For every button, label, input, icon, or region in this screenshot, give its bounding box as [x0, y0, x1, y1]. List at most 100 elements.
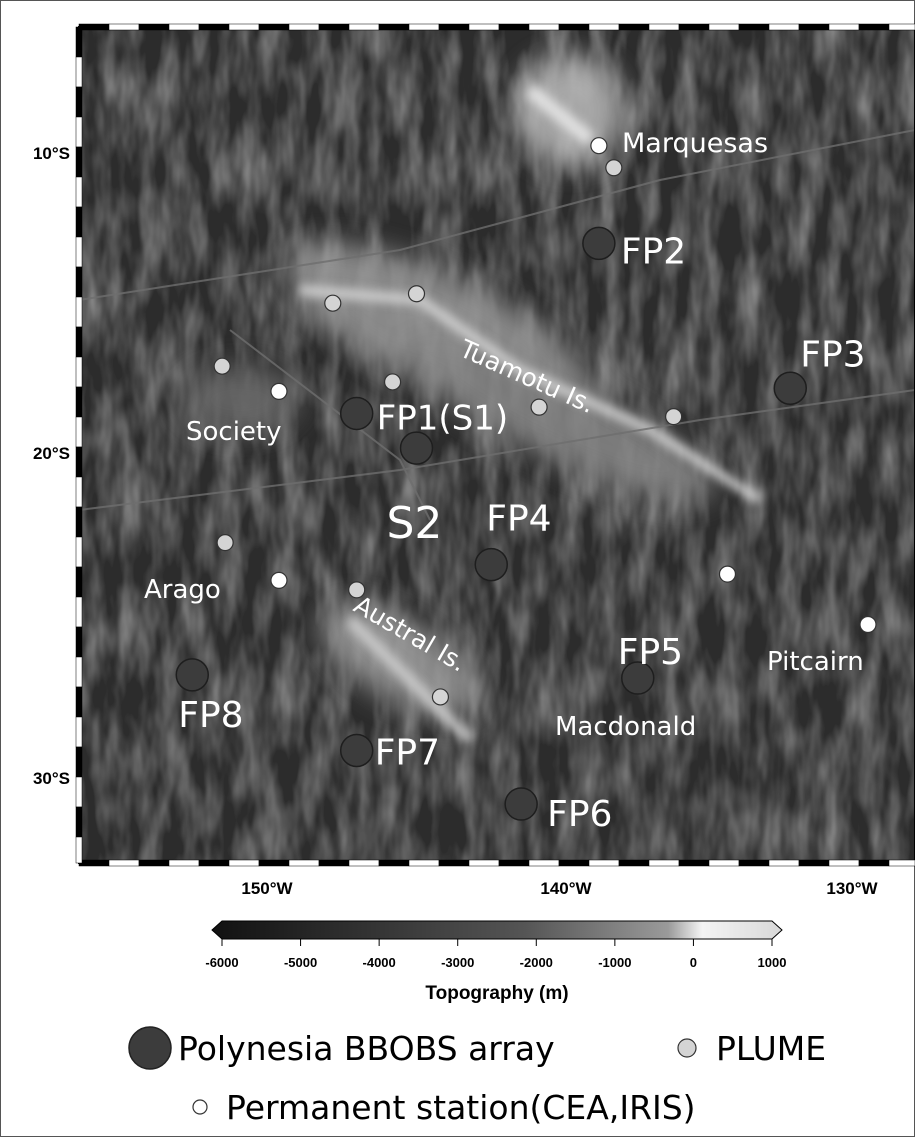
- border-tick-bottom: [888, 859, 915, 867]
- permanent-station-marker: [859, 615, 877, 634]
- plume-station-marker: [530, 398, 548, 416]
- border-tick-bottom: [768, 859, 800, 867]
- map-border: [75, 23, 915, 867]
- bathymetry-map: [79, 27, 915, 863]
- lon-label-140w: 140°W: [540, 879, 592, 898]
- border-tick-bottom: [168, 859, 200, 867]
- border-tick-left: [75, 386, 83, 418]
- plume-station-marker: [348, 581, 366, 599]
- border-tick-bottom: [408, 859, 440, 867]
- border-tick-bottom: [318, 859, 350, 867]
- place-label-pitcairn: Pitcairn: [767, 647, 864, 677]
- border-tick-bottom: [378, 859, 410, 867]
- plume-station-marker: [407, 285, 426, 303]
- border-tick-top: [168, 23, 200, 31]
- topography-colorbar: -6000 -5000 -4000 -3000 -2000 -1000 0 1000 Topo…: [205, 920, 786, 1004]
- border-tick-top: [648, 23, 680, 31]
- border-tick-left: [75, 836, 83, 864]
- border-tick-top: [498, 23, 530, 31]
- legend-bbobs-marker: [128, 1026, 172, 1070]
- bbobs-station-marker: [773, 371, 807, 405]
- plume-station-marker: [431, 688, 450, 706]
- border-tick-left: [75, 566, 83, 598]
- border-tick-left: [75, 596, 83, 628]
- border-tick-bottom: [678, 859, 710, 867]
- bbobs-station-marker: [582, 226, 616, 261]
- border-tick-left: [75, 296, 83, 328]
- bbobs-station-marker: [399, 431, 434, 465]
- colorbar-tick-label: 0: [690, 955, 697, 970]
- border-tick-top: [468, 23, 500, 31]
- permanent-station-marker: [270, 382, 288, 400]
- border-tick-top: [678, 23, 710, 31]
- border-tick-left: [75, 536, 83, 568]
- border-tick-bottom: [588, 859, 620, 867]
- border-tick-bottom: [198, 859, 230, 867]
- bbobs-station-marker: [474, 547, 508, 582]
- border-tick-top: [618, 23, 650, 31]
- border-tick-top: [768, 23, 800, 31]
- border-tick-bottom: [798, 859, 830, 867]
- border-tick-bottom: [828, 859, 860, 867]
- border-tick-top: [228, 23, 260, 31]
- bbobs-station-label: S2: [387, 498, 443, 549]
- border-tick-left: [75, 176, 83, 208]
- bbobs-station-marker: [175, 658, 209, 692]
- border-tick-left: [75, 26, 83, 58]
- legend: Polynesia BBOBS array PLUME Permanent st…: [128, 1026, 826, 1127]
- bbobs-station-marker: [339, 396, 374, 431]
- border-tick-left: [75, 806, 83, 838]
- border-tick-bottom: [498, 859, 530, 867]
- border-tick-top: [528, 23, 560, 31]
- border-tick-left: [75, 746, 83, 778]
- border-tick-left: [75, 476, 83, 508]
- border-tick-bottom: [108, 859, 140, 867]
- border-tick-top: [288, 23, 320, 31]
- border-tick-top: [378, 23, 410, 31]
- lat-label-30s: 30°S: [33, 769, 70, 788]
- place-label-society: Society: [186, 417, 282, 447]
- border-tick-left: [75, 236, 83, 268]
- border-tick-left: [75, 416, 83, 448]
- border-tick-bottom: [78, 859, 110, 867]
- border-tick-top: [828, 23, 860, 31]
- plume-station-marker: [383, 373, 402, 391]
- permanent-station-marker: [718, 565, 737, 583]
- border-tick-left: [75, 356, 83, 388]
- legend-plume-marker: [677, 1038, 697, 1058]
- border-tick-left: [75, 656, 83, 688]
- colorbar-ticks: -6000 -5000 -4000 -3000 -2000 -1000 0 1000: [205, 939, 786, 970]
- bbobs-station-label: FP3: [800, 334, 865, 375]
- border-tick-left: [75, 776, 83, 808]
- bbobs-station-marker: [504, 787, 538, 821]
- border-tick-left: [75, 56, 83, 88]
- plume-station-marker: [665, 408, 683, 426]
- border-tick-top: [78, 23, 110, 31]
- permanent-station-marker: [590, 137, 608, 155]
- fracture-zones: [79, 129, 915, 521]
- legend-permanent-label: Permanent station(CEA,IRIS): [226, 1088, 696, 1127]
- bbobs-station-labels: FP1(S1) S2 FP2 FP3 FP4 FP5 FP6 FP7 FP8: [178, 231, 865, 835]
- border-tick-bottom: [228, 859, 260, 867]
- lon-label-130w: 130°W: [826, 879, 878, 898]
- ridge-highlights: [299, 84, 763, 745]
- permanent-station-marker: [270, 571, 288, 590]
- bbobs-station-label: FP2: [621, 231, 686, 272]
- border-tick-top: [858, 23, 890, 31]
- border-tick-left: [75, 206, 83, 238]
- plume-stations: [213, 159, 683, 706]
- border-tick-bottom: [438, 859, 470, 867]
- border-tick-top: [708, 23, 740, 31]
- border-tick-bottom: [738, 859, 770, 867]
- legend-bbobs-label: Polynesia BBOBS array: [178, 1029, 555, 1068]
- plume-station-marker: [213, 357, 231, 375]
- bbobs-station-label: FP5: [618, 632, 683, 673]
- permanent-stations: [270, 137, 877, 634]
- bbobs-station-label: FP7: [375, 733, 440, 774]
- border-tick-top: [138, 23, 170, 31]
- border-tick-left: [75, 626, 83, 658]
- bbobs-station-label: FP6: [547, 794, 612, 835]
- border-tick-top: [438, 23, 470, 31]
- border-tick-left: [75, 686, 83, 718]
